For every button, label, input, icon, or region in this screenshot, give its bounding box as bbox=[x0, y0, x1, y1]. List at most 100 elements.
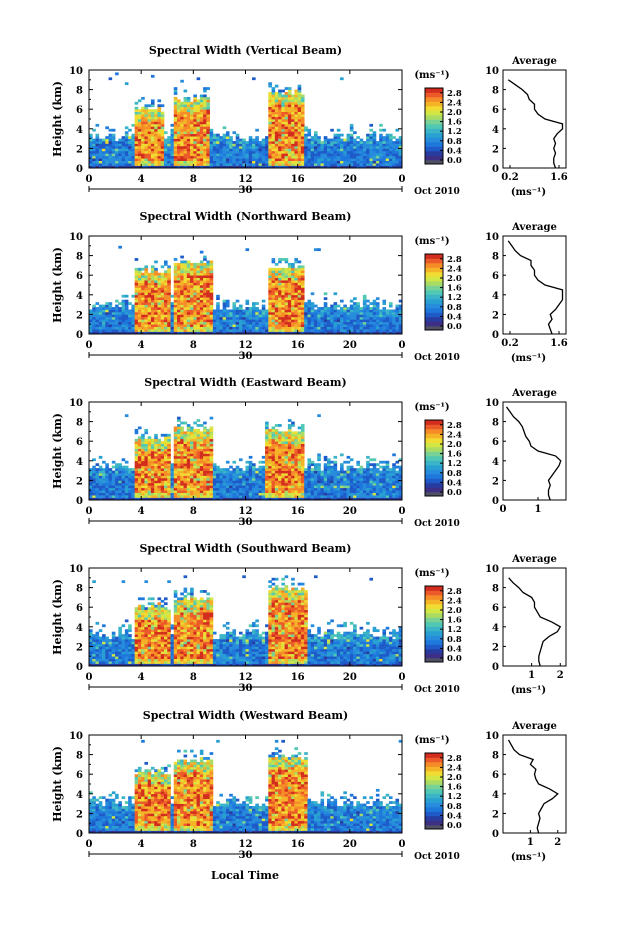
heatmap-cell bbox=[379, 165, 383, 169]
heatmap-cell bbox=[252, 155, 256, 159]
heatmap-cell bbox=[121, 302, 126, 305]
heatmap-cell bbox=[327, 150, 331, 154]
heatmap-cell bbox=[278, 121, 282, 125]
heatmap-cell bbox=[265, 443, 269, 447]
heatmap-cell bbox=[304, 136, 308, 139]
heatmap-cell bbox=[160, 487, 165, 491]
heatmap-cell bbox=[258, 309, 263, 313]
heatmap-cell bbox=[369, 160, 374, 164]
heatmap-cell bbox=[141, 114, 145, 117]
heatmap-cell bbox=[271, 311, 276, 315]
heatmap-cell bbox=[206, 329, 210, 332]
heatmap-cell bbox=[245, 480, 250, 484]
heatmap-cell bbox=[128, 160, 132, 164]
heatmap-cell bbox=[137, 99, 142, 103]
heatmap-cell bbox=[150, 490, 155, 493]
heatmap-cell bbox=[382, 158, 387, 161]
heatmap-cell bbox=[242, 158, 246, 161]
y-tick-label: 8 bbox=[76, 86, 83, 97]
heatmap-cell bbox=[167, 497, 171, 501]
heatmap-cell bbox=[219, 143, 224, 147]
heatmap-cell bbox=[203, 438, 207, 442]
heatmap-cell bbox=[271, 138, 276, 142]
heatmap-cell bbox=[128, 143, 132, 147]
heatmap-cell bbox=[95, 480, 100, 484]
heatmap-cell bbox=[232, 131, 237, 135]
heatmap-cell bbox=[160, 446, 165, 449]
heatmap-cell bbox=[323, 148, 328, 152]
heatmap-cell bbox=[261, 497, 266, 501]
heatmap-cell bbox=[183, 297, 188, 301]
heatmap-cell bbox=[95, 160, 100, 164]
average-profile-line bbox=[507, 79, 564, 169]
heatmap-cell bbox=[310, 165, 315, 169]
heatmap-cell bbox=[183, 316, 188, 320]
heatmap-cell bbox=[274, 96, 279, 100]
heatmap-cell bbox=[287, 272, 292, 276]
heatmap-cell bbox=[265, 465, 269, 469]
heatmap-cell bbox=[209, 321, 214, 325]
heatmap-cell bbox=[157, 275, 162, 278]
heatmap-cell bbox=[268, 289, 272, 293]
heatmap-cell bbox=[186, 270, 191, 274]
heatmap-cell bbox=[131, 321, 135, 325]
heatmap-cell bbox=[180, 165, 184, 169]
heatmap-cell bbox=[300, 123, 305, 127]
heatmap-cell bbox=[105, 155, 109, 159]
heatmap-cell bbox=[115, 465, 119, 469]
heatmap-cell bbox=[300, 143, 305, 147]
heatmap-cell bbox=[287, 104, 292, 108]
heatmap-cell bbox=[268, 321, 272, 325]
heatmap-cell bbox=[118, 150, 122, 154]
heatmap-cell bbox=[186, 311, 191, 315]
heatmap-cell bbox=[196, 424, 201, 427]
heatmap-cell bbox=[268, 92, 272, 95]
heatmap-cell bbox=[98, 319, 103, 323]
heatmap-cell bbox=[225, 485, 230, 489]
heatmap-cell bbox=[366, 331, 370, 335]
heatmap-cell bbox=[102, 497, 106, 501]
heatmap-cell bbox=[183, 143, 188, 147]
heatmap-cell bbox=[212, 485, 217, 489]
heatmap-cell bbox=[307, 131, 312, 135]
heatmap-cell bbox=[190, 158, 194, 161]
heatmap-cell bbox=[268, 477, 272, 481]
heatmap-cell bbox=[287, 119, 292, 122]
heatmap-cell bbox=[310, 153, 315, 157]
heatmap-cell bbox=[232, 477, 237, 481]
heatmap-cell bbox=[225, 475, 230, 479]
heatmap-cell bbox=[147, 138, 152, 142]
heatmap-cell bbox=[199, 443, 204, 447]
heatmap-cell bbox=[150, 480, 155, 484]
heatmap-cell bbox=[281, 321, 285, 325]
heatmap-cell bbox=[353, 304, 357, 308]
heatmap-cell bbox=[196, 302, 201, 305]
heatmap-cell bbox=[115, 316, 119, 320]
heatmap-cell bbox=[304, 311, 308, 315]
heatmap-cell bbox=[274, 463, 279, 467]
heatmap-cell bbox=[346, 141, 351, 144]
heatmap-cell bbox=[369, 331, 374, 335]
heatmap-cell bbox=[141, 470, 145, 474]
heatmap-cell bbox=[395, 309, 400, 313]
heatmap-cell bbox=[98, 321, 103, 325]
heatmap-cell bbox=[105, 302, 109, 305]
heatmap-cell bbox=[89, 482, 93, 486]
heatmap-cell bbox=[203, 275, 207, 278]
heatmap-cell bbox=[209, 285, 214, 288]
heatmap-cell bbox=[265, 160, 269, 164]
heatmap-cell bbox=[186, 475, 191, 479]
heatmap-cell bbox=[160, 453, 165, 457]
heatmap-cell bbox=[330, 155, 334, 159]
heatmap-cell bbox=[274, 482, 279, 486]
heatmap-cell bbox=[258, 475, 263, 479]
heatmap-cell bbox=[225, 473, 230, 476]
heatmap-cell bbox=[300, 155, 305, 159]
heatmap-cell bbox=[222, 136, 227, 139]
heatmap-cell bbox=[203, 433, 207, 437]
heatmap-cell bbox=[203, 145, 207, 149]
heatmap-cell bbox=[385, 160, 390, 164]
heatmap-cell bbox=[89, 316, 93, 320]
heatmap-cell bbox=[183, 165, 188, 169]
heatmap-cell bbox=[346, 319, 351, 323]
